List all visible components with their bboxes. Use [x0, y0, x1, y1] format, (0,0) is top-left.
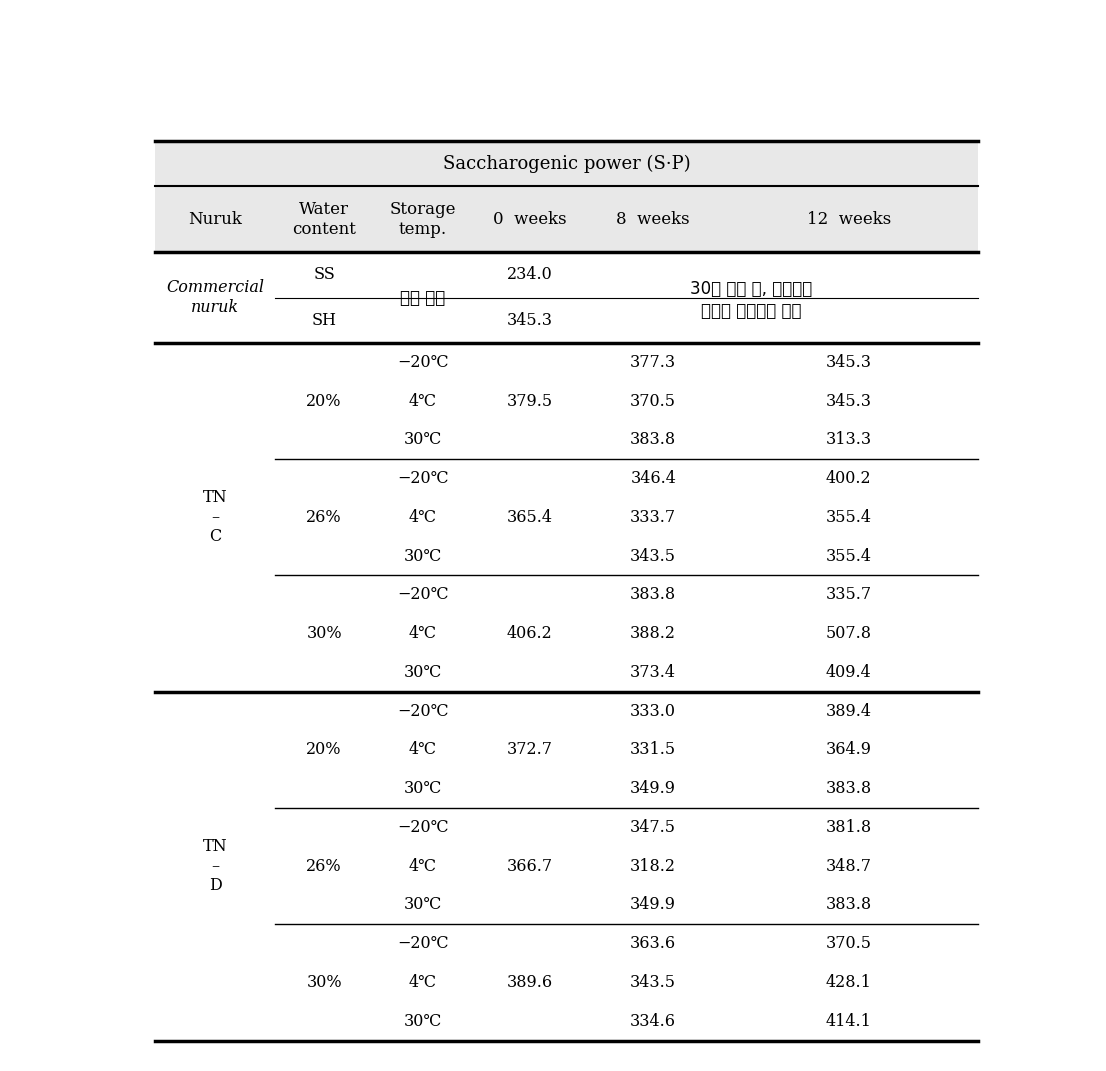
Text: 414.1: 414.1	[826, 1013, 872, 1029]
Text: 383.8: 383.8	[825, 896, 872, 914]
Text: SH: SH	[312, 312, 336, 329]
Bar	[155, 141, 978, 186]
Text: 370.5: 370.5	[630, 393, 676, 409]
Text: 364.9: 364.9	[826, 741, 872, 758]
Text: 30℃: 30℃	[404, 664, 442, 681]
Text: 318.2: 318.2	[630, 858, 676, 875]
Text: 381.8: 381.8	[825, 819, 872, 836]
Text: 379.5: 379.5	[507, 393, 553, 409]
Text: Saccharogenic power (S·P): Saccharogenic power (S·P)	[444, 154, 690, 172]
Text: 20%: 20%	[306, 741, 342, 758]
Text: 234.0: 234.0	[507, 267, 553, 284]
Text: 406.2: 406.2	[507, 625, 553, 643]
Text: 507.8: 507.8	[826, 625, 872, 643]
Text: 348.7: 348.7	[826, 858, 872, 875]
Text: TN
–
D: TN – D	[202, 839, 228, 894]
Text: 4℃: 4℃	[409, 509, 437, 526]
Text: −20℃: −20℃	[397, 353, 449, 371]
Text: 12  weeks: 12 weeks	[806, 211, 890, 228]
Text: 8  weeks: 8 weeks	[616, 211, 690, 228]
Text: 26%: 26%	[306, 509, 342, 526]
Text: 373.4: 373.4	[630, 664, 676, 681]
Text: 30℃: 30℃	[404, 547, 442, 564]
Text: TN
–
C: TN – C	[202, 489, 228, 545]
Text: 349.9: 349.9	[630, 780, 676, 797]
Text: 335.7: 335.7	[825, 586, 872, 603]
Text: 370.5: 370.5	[826, 935, 872, 952]
Text: 30℃: 30℃	[404, 432, 442, 449]
Text: 334.6: 334.6	[630, 1013, 676, 1029]
Text: 333.7: 333.7	[630, 509, 676, 526]
Bar	[155, 186, 978, 252]
Text: 4℃: 4℃	[409, 393, 437, 409]
Text: 400.2: 400.2	[826, 470, 872, 487]
Text: Nuruk: Nuruk	[188, 211, 242, 228]
Text: 4℃: 4℃	[409, 974, 437, 991]
Text: 4℃: 4℃	[409, 858, 437, 875]
Text: 331.5: 331.5	[630, 741, 676, 758]
Text: 제품을 대조구로 사용: 제품을 대조구로 사용	[701, 302, 801, 320]
Text: 349.9: 349.9	[630, 896, 676, 914]
Text: 0  weeks: 0 weeks	[493, 211, 566, 228]
Text: 355.4: 355.4	[826, 509, 872, 526]
Text: −20℃: −20℃	[397, 703, 449, 720]
Text: 30℃: 30℃	[404, 1013, 442, 1029]
Text: 383.8: 383.8	[825, 780, 872, 797]
Text: 4℃: 4℃	[409, 741, 437, 758]
Text: 30%: 30%	[306, 625, 342, 643]
Text: 333.0: 333.0	[630, 703, 676, 720]
Text: Water
content: Water content	[292, 201, 356, 238]
Text: 383.8: 383.8	[630, 432, 676, 449]
Text: 30℃: 30℃	[404, 780, 442, 797]
Text: 383.8: 383.8	[630, 586, 676, 603]
Text: 4℃: 4℃	[409, 625, 437, 643]
Text: 30일 발효 후, 판매중인: 30일 발효 후, 판매중인	[690, 280, 812, 298]
Text: SS: SS	[313, 267, 335, 284]
Text: 345.3: 345.3	[507, 312, 553, 329]
Text: −20℃: −20℃	[397, 819, 449, 836]
Text: 428.1: 428.1	[826, 974, 872, 991]
Text: 388.2: 388.2	[630, 625, 676, 643]
Text: 30℃: 30℃	[404, 896, 442, 914]
Text: 363.6: 363.6	[630, 935, 676, 952]
Text: −20℃: −20℃	[397, 935, 449, 952]
Text: 366.7: 366.7	[507, 858, 553, 875]
Text: 26%: 26%	[306, 858, 342, 875]
Text: Commercial
nuruk: Commercial nuruk	[166, 280, 264, 316]
Text: Storage
temp.: Storage temp.	[389, 201, 456, 238]
Text: 377.3: 377.3	[630, 353, 676, 371]
Text: 365.4: 365.4	[507, 509, 553, 526]
Text: 355.4: 355.4	[826, 547, 872, 564]
Text: −20℃: −20℃	[397, 470, 449, 487]
Text: 343.5: 343.5	[630, 974, 676, 991]
Text: 상온 유통: 상온 유통	[400, 288, 446, 306]
Text: 20%: 20%	[306, 393, 342, 409]
Text: 346.4: 346.4	[630, 470, 676, 487]
Text: 347.5: 347.5	[630, 819, 676, 836]
Text: 313.3: 313.3	[825, 432, 872, 449]
Text: −20℃: −20℃	[397, 586, 449, 603]
Text: 372.7: 372.7	[507, 741, 553, 758]
Text: 409.4: 409.4	[826, 664, 872, 681]
Text: 343.5: 343.5	[630, 547, 676, 564]
Text: 345.3: 345.3	[826, 393, 872, 409]
Text: 30%: 30%	[306, 974, 342, 991]
Text: 389.4: 389.4	[826, 703, 872, 720]
Text: 389.6: 389.6	[507, 974, 553, 991]
Text: 345.3: 345.3	[826, 353, 872, 371]
